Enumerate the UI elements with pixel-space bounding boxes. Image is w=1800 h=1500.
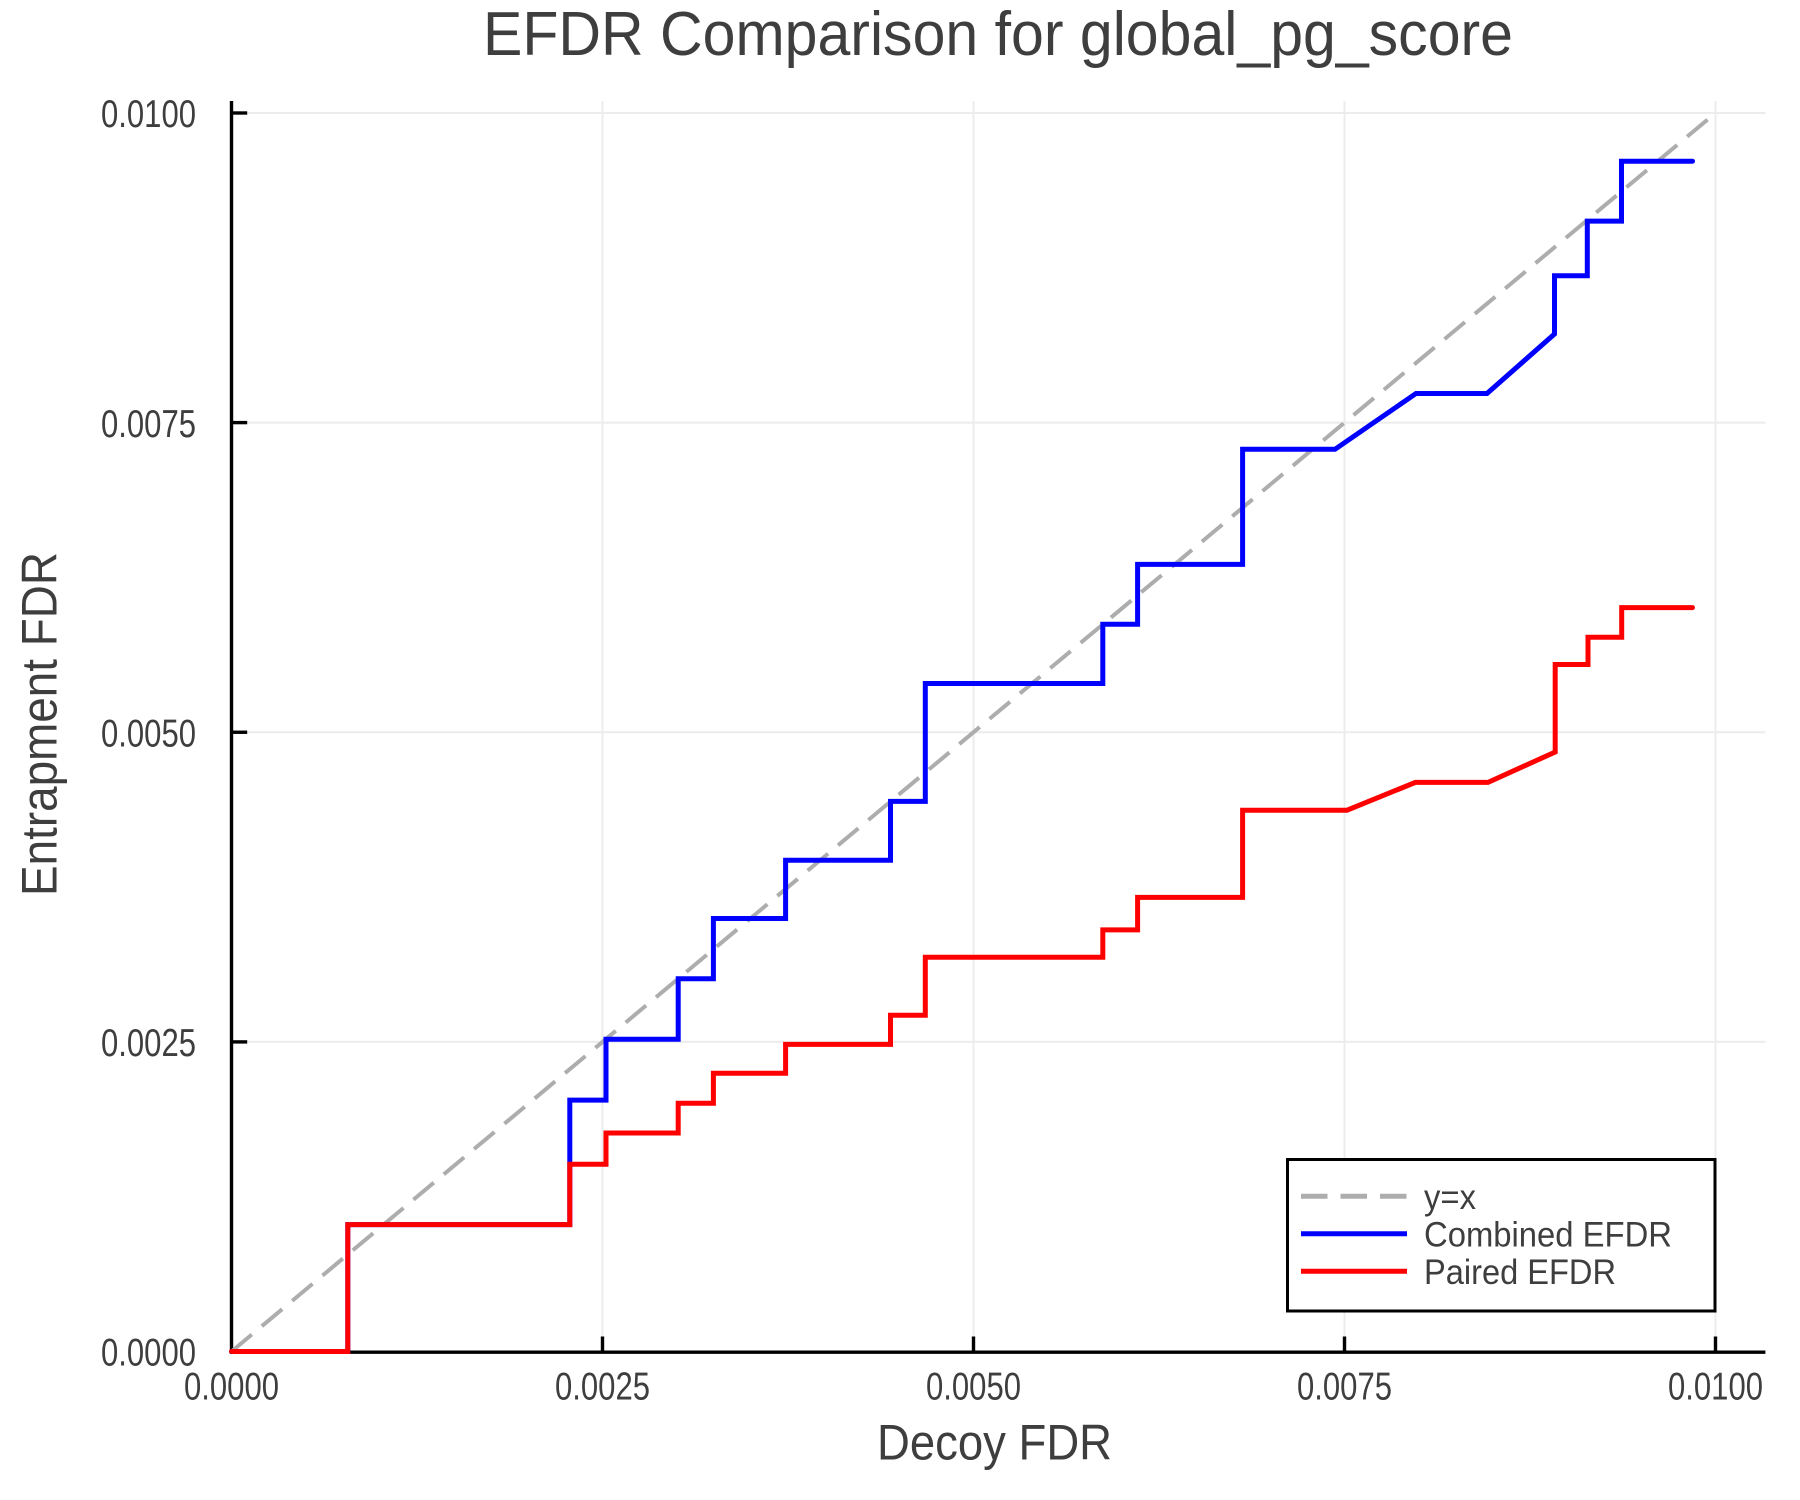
svg-text:0.0050: 0.0050 (101, 712, 196, 755)
svg-text:EFDR Comparison for global_pg_: EFDR Comparison for global_pg_score (483, 0, 1513, 69)
svg-text:0.0100: 0.0100 (1668, 1366, 1763, 1409)
svg-text:Decoy FDR: Decoy FDR (877, 1415, 1112, 1471)
svg-text:0.0075: 0.0075 (1297, 1366, 1392, 1409)
svg-text:0.0025: 0.0025 (555, 1366, 650, 1409)
svg-text:y=x: y=x (1424, 1178, 1476, 1217)
svg-text:0.0075: 0.0075 (101, 403, 196, 446)
svg-text:0.0050: 0.0050 (926, 1366, 1021, 1409)
svg-text:Combined EFDR: Combined EFDR (1424, 1216, 1672, 1255)
svg-text:0.0100: 0.0100 (101, 93, 196, 136)
svg-text:0.0000: 0.0000 (184, 1366, 279, 1409)
svg-text:Entrapment FDR: Entrapment FDR (12, 552, 68, 896)
svg-text:Paired EFDR: Paired EFDR (1424, 1253, 1616, 1292)
svg-text:0.0025: 0.0025 (101, 1022, 196, 1065)
svg-text:0.0000: 0.0000 (101, 1332, 196, 1375)
